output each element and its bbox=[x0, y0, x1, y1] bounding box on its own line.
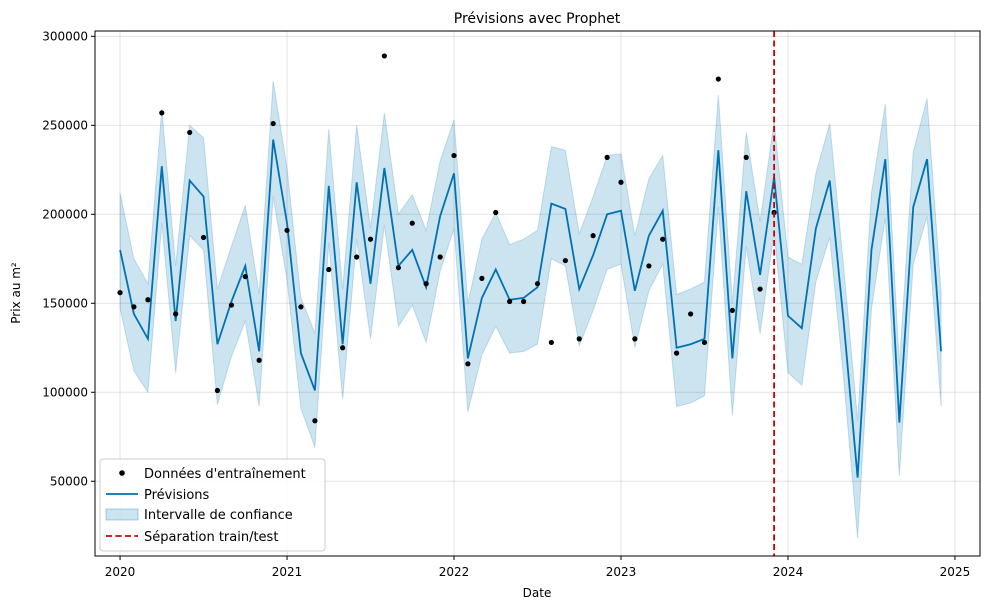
training-point bbox=[270, 120, 276, 127]
training-point bbox=[562, 257, 568, 264]
training-point bbox=[256, 357, 262, 363]
training-point bbox=[479, 275, 485, 281]
training-point bbox=[576, 336, 582, 342]
x-axis: 2020 2021 2022 2023 2024 2025 bbox=[105, 556, 970, 579]
x-tick-label: 2021 bbox=[272, 565, 303, 579]
training-point bbox=[465, 361, 471, 367]
training-point bbox=[284, 227, 290, 233]
y-tick-label: 300000 bbox=[42, 29, 88, 43]
y-tick-label: 200000 bbox=[42, 207, 88, 221]
chart-title: Prévisions avec Prophet bbox=[454, 11, 621, 27]
legend-label-training: Données d'entraînement bbox=[144, 467, 306, 482]
training-point bbox=[326, 266, 332, 273]
y-axis-label: Prix au m² bbox=[9, 262, 23, 324]
y-tick-label: 250000 bbox=[42, 118, 88, 132]
x-tick-label: 2023 bbox=[606, 565, 637, 579]
x-tick-label: 2024 bbox=[773, 565, 804, 579]
training-point bbox=[618, 179, 624, 185]
training-point bbox=[381, 53, 387, 59]
training-point bbox=[228, 302, 235, 308]
x-tick-label: 2025 bbox=[940, 565, 971, 579]
training-point bbox=[437, 254, 443, 260]
legend-marker-band bbox=[105, 508, 139, 521]
training-point bbox=[548, 339, 554, 346]
training-point bbox=[604, 154, 610, 160]
training-point bbox=[632, 336, 638, 342]
training-point bbox=[354, 254, 360, 260]
training-point bbox=[673, 350, 680, 356]
y-tick-label: 50000 bbox=[50, 474, 88, 488]
training-point bbox=[409, 220, 415, 226]
training-point bbox=[200, 234, 207, 241]
legend-box bbox=[99, 458, 326, 552]
y-axis: 50000 100000 150000 200000 250000 300000 bbox=[42, 29, 95, 488]
training-point bbox=[688, 311, 694, 317]
training-point bbox=[521, 298, 527, 305]
x-tick-label: 2020 bbox=[105, 565, 136, 579]
training-point bbox=[423, 281, 429, 287]
legend-label-band: Intervalle de confiance bbox=[144, 508, 293, 523]
training-point bbox=[242, 273, 248, 280]
training-point bbox=[590, 233, 596, 239]
training-point bbox=[159, 110, 165, 116]
training-point bbox=[757, 286, 763, 292]
training-point bbox=[312, 418, 318, 424]
training-point bbox=[534, 281, 541, 287]
training-point bbox=[214, 387, 220, 394]
training-point bbox=[743, 154, 749, 160]
y-tick-label: 100000 bbox=[42, 385, 88, 399]
training-point bbox=[145, 297, 151, 303]
training-point bbox=[131, 304, 137, 310]
forecast-line bbox=[119, 139, 942, 478]
training-point bbox=[187, 129, 193, 136]
training-point bbox=[117, 290, 123, 296]
training-point bbox=[493, 209, 499, 216]
legend: Données d'entraînement Prévisions Interv… bbox=[99, 458, 326, 552]
legend-label-forecast: Prévisions bbox=[144, 488, 210, 503]
training-point bbox=[646, 263, 652, 269]
training-point bbox=[451, 152, 457, 159]
training-point bbox=[729, 307, 735, 314]
training-point bbox=[367, 236, 374, 242]
training-point bbox=[701, 339, 708, 346]
y-tick-label: 150000 bbox=[42, 296, 88, 310]
confidence-band bbox=[119, 80, 942, 539]
training-point bbox=[507, 298, 513, 305]
training-point bbox=[715, 76, 721, 82]
training-point bbox=[660, 236, 666, 242]
training-point bbox=[173, 311, 179, 317]
x-axis-label: Date bbox=[523, 586, 552, 600]
training-points bbox=[117, 53, 777, 424]
legend-marker-training bbox=[119, 470, 125, 476]
x-tick-label: 2022 bbox=[439, 565, 470, 579]
training-point bbox=[395, 265, 402, 271]
plot-frame bbox=[94, 30, 981, 557]
legend-label-separator: Séparation train/test bbox=[144, 530, 278, 545]
training-point bbox=[340, 345, 346, 351]
training-point bbox=[298, 304, 304, 310]
